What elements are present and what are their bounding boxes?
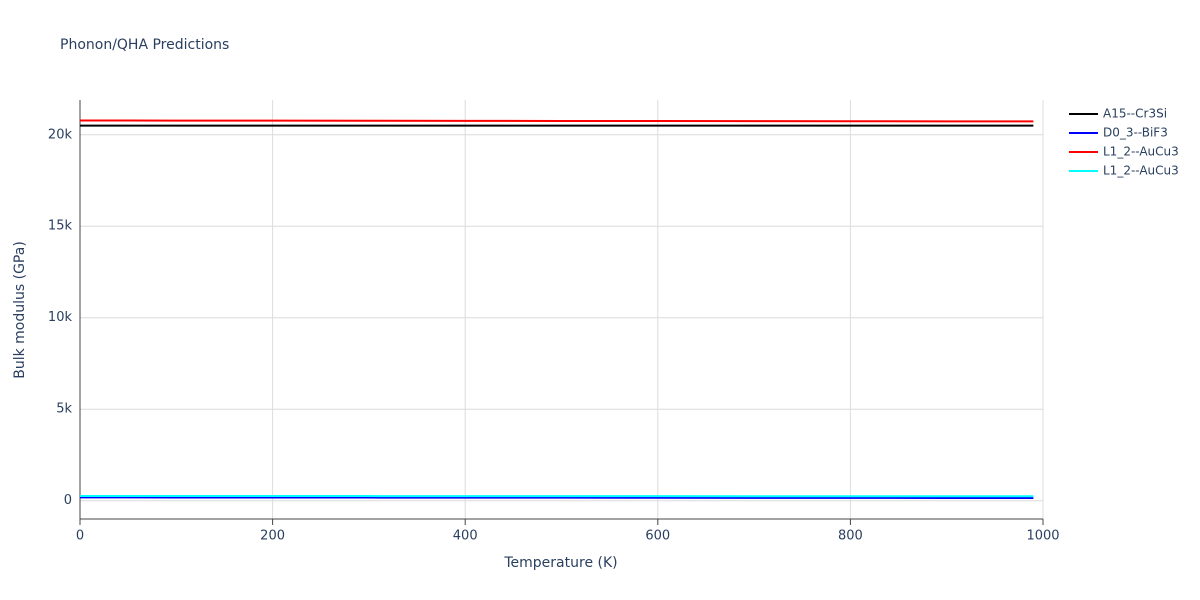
x-tick-label: 0 [76,529,84,544]
x-axis-label: Temperature (K) [503,555,617,571]
legend-label: L1_2--AuCu3 [1103,164,1179,178]
x-tick-label: 600 [645,529,670,544]
series-line [79,496,1034,500]
y-tick-label: 0 [64,493,72,508]
x-tick-label: 200 [260,529,285,544]
x-tick-label: 400 [453,529,478,544]
y-tick-label: 10k [48,310,73,325]
chart-title: Phonon/QHA Predictions [60,37,229,53]
series-line [79,119,1034,123]
legend-label: A15--Cr3Si [1103,107,1167,121]
y-tick-label: 15k [48,219,73,234]
x-tick-label: 800 [838,529,863,544]
y-tick-label: 20k [48,127,73,142]
y-axis-label: Bulk modulus (GPa) [12,241,28,379]
y-tick-label: 5k [56,402,72,417]
x-tick-label: 1000 [1026,529,1059,544]
legend-label: D0_3--BiF3 [1103,126,1168,140]
legend-label: L1_2--AuCu3 [1103,145,1179,159]
